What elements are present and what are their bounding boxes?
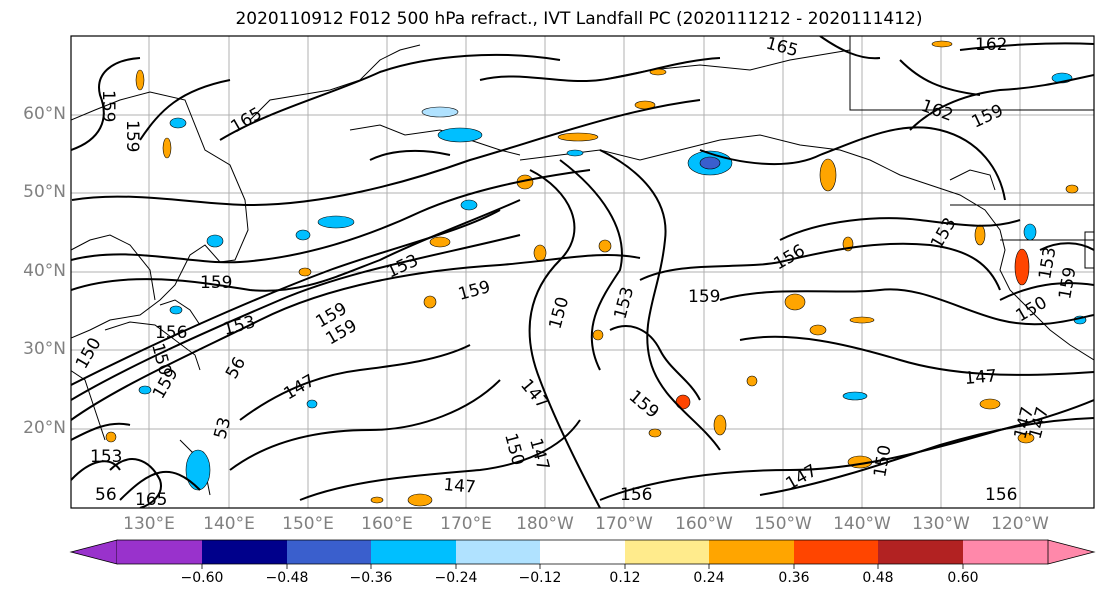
colorbar-bin <box>456 540 540 564</box>
colorbar-tick-label: 0.24 <box>693 570 725 586</box>
colorbar-tick-label: 0.60 <box>947 570 979 586</box>
x-tick-label: 150°W <box>754 514 812 534</box>
colorbar-tick-label: −0.60 <box>180 570 224 586</box>
x-tick-label: 170°E <box>440 514 492 534</box>
colorbar-bin <box>287 540 371 564</box>
x-tick-label: 140°E <box>203 514 255 534</box>
contour-label: 159 <box>688 287 720 307</box>
y-tick-label: 20°N <box>23 418 66 438</box>
x-tick-label: 170°W <box>595 514 653 534</box>
colorbar-bin <box>371 540 456 564</box>
y-tick-label: 40°N <box>23 261 66 281</box>
colorbar-tick-label: 0.48 <box>862 570 894 586</box>
x-tick-label: 130°W <box>912 514 970 534</box>
x-tick-label: 130°E <box>123 514 175 534</box>
contour-label: 162 <box>975 35 1007 55</box>
contour-label: 156 <box>620 485 652 505</box>
contour-label: 159 <box>200 273 232 293</box>
colorbar-extend-high <box>1047 539 1096 565</box>
x-tick-label: 160°E <box>361 514 413 534</box>
colorbar-tick-label: 0.36 <box>778 570 810 586</box>
colorbar-tick-label: −0.12 <box>518 570 562 586</box>
colorbar-tick-label: 0.12 <box>609 570 641 586</box>
gridlines <box>71 36 1094 508</box>
colorbar-bin <box>878 540 963 564</box>
contour-label: 159 <box>122 120 142 152</box>
colorbar-bin <box>202 540 287 564</box>
contour-label: 147 <box>964 366 998 389</box>
colorbar <box>69 539 1096 569</box>
contour-label: 147 <box>443 475 477 498</box>
contour-label-layer: 159 159 165 165 162 162 159 159 153 159 … <box>72 34 1081 510</box>
contour-label: 156 <box>155 323 187 343</box>
y-tick-label: 50°N <box>23 182 66 202</box>
colorbar-bin <box>963 540 1048 564</box>
contour-label: 56 <box>95 485 117 505</box>
x-tick-label: 140°W <box>833 514 891 534</box>
y-tick-label: 30°N <box>23 339 66 359</box>
contour-label: 156 <box>985 485 1017 505</box>
refractivity-contours <box>71 36 1094 508</box>
contour-label: 153 <box>90 447 122 467</box>
contour-label: 165 <box>135 490 167 510</box>
contour-label: 159 <box>98 90 118 122</box>
x-tick-label: 150°E <box>282 514 334 534</box>
coastlines <box>71 36 1094 496</box>
colorbar-tick-label: −0.36 <box>349 570 393 586</box>
map-frame <box>70 35 1095 509</box>
colorbar-tick-label: −0.24 <box>434 570 478 586</box>
colorbar-bin <box>540 540 625 564</box>
colorbar-extend-low <box>69 539 118 565</box>
colorbar-bin <box>117 540 202 564</box>
x-tick-label: 120°W <box>991 514 1049 534</box>
colorbar-tick-label: −0.48 <box>265 570 309 586</box>
x-tick-label: 180°W <box>516 514 574 534</box>
x-tick-label: 160°W <box>675 514 733 534</box>
colorbar-bin <box>794 540 878 564</box>
colorbar-bin <box>709 540 794 564</box>
colorbar-bin <box>625 540 709 564</box>
map-title: 2020110912 F012 500 hPa refract., IVT La… <box>235 9 923 29</box>
y-tick-label: 60°N <box>23 104 66 124</box>
